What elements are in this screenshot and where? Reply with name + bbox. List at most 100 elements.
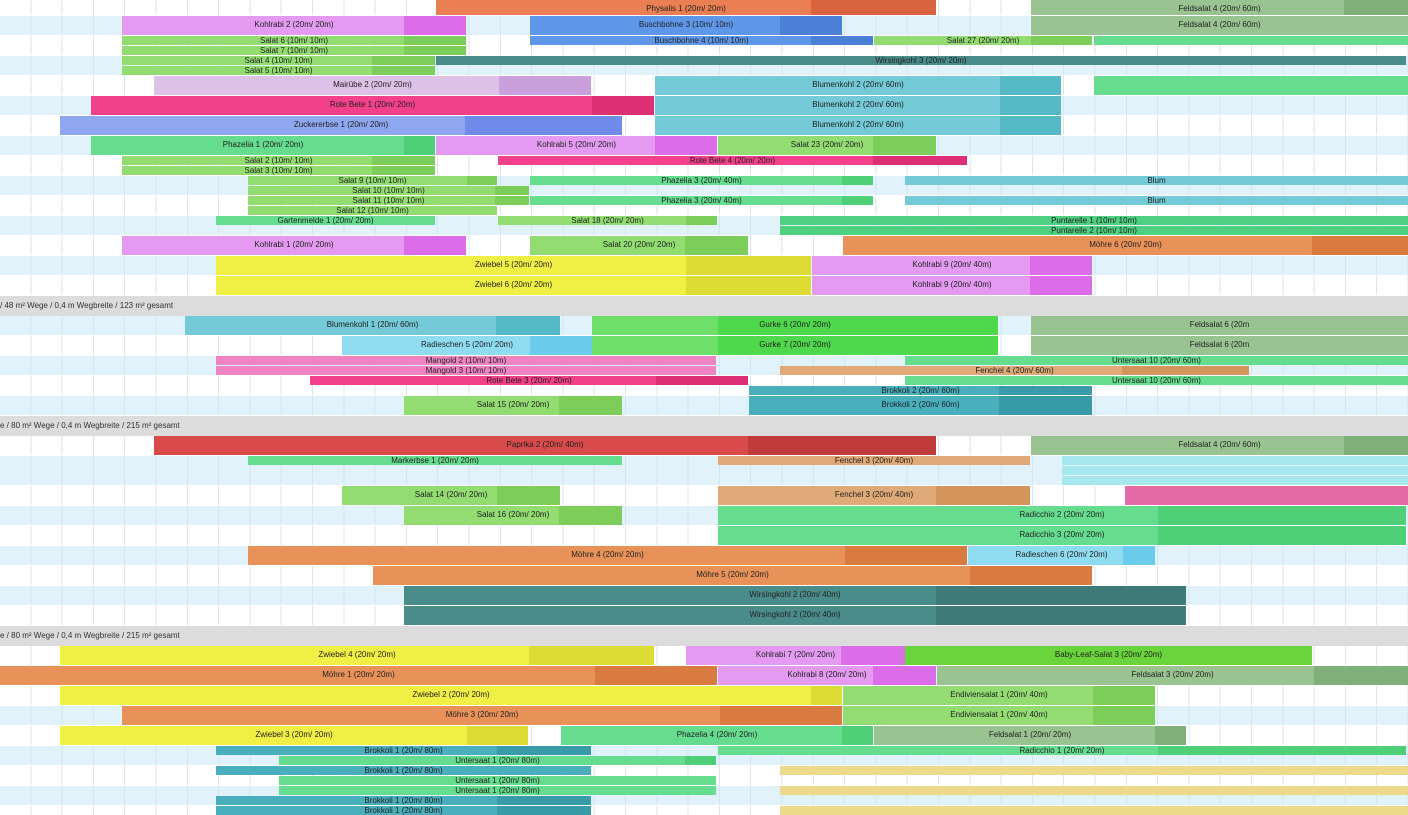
crop-bar[interactable]: Brokkoli 2 (20m/ 60m) — [749, 396, 1092, 415]
crop-bar[interactable]: Zwiebel 6 (20m/ 20m) — [216, 276, 811, 295]
crop-bar[interactable]: Radicchio 3 (20m/ 20m) — [718, 526, 1406, 545]
crop-bar[interactable]: Puntarelle 1 (10m/ 10m) — [780, 216, 1408, 225]
crop-bar[interactable]: Baby-Leaf-Salat 3 (20m/ 20m) — [905, 646, 1312, 665]
crop-bar[interactable]: Möhre 3 (20m/ 20m) — [122, 706, 842, 725]
crop-bar[interactable]: Phazelia 3 (20m/ 40m) — [530, 196, 873, 205]
crop-bar[interactable]: Endiviensalat 1 (20m/ 40m) — [843, 686, 1155, 705]
crop-bar[interactable]: Zwiebel 3 (20m/ 20m) — [60, 726, 528, 745]
crop-bar[interactable] — [1125, 486, 1408, 505]
crop-bar[interactable]: Brokkoli 2 (20m/ 60m) — [749, 386, 1092, 395]
crop-bar[interactable]: Salat 12 (10m/ 10m) — [248, 206, 497, 215]
crop-bar[interactable]: Möhre 1 (20m/ 20m) — [0, 666, 717, 685]
crop-bar[interactable]: Mairübe 2 (20m/ 20m) — [154, 76, 591, 95]
crop-bar[interactable]: Salat 27 (20m/ 20m) — [874, 36, 1092, 45]
crop-bar[interactable]: Fenchel 4 (20m/ 60m) — [780, 366, 1249, 375]
crop-bar[interactable]: Paprika 2 (20m/ 40m) — [154, 436, 936, 455]
crop-bar[interactable]: Feldsalat 6 (20m — [1031, 336, 1408, 355]
crop-bar[interactable]: Salat 7 (10m/ 10m) — [122, 46, 466, 55]
crop-bar[interactable]: Kohlrabi 8 (20m/ 20m) — [718, 666, 936, 685]
crop-bar[interactable] — [1062, 476, 1408, 485]
crop-bar[interactable]: Phazelia 4 (20m/ 20m) — [561, 726, 873, 745]
crop-bar[interactable]: Phazelia 3 (20m/ 40m) — [530, 176, 873, 185]
crop-bar[interactable]: Zuckererbse 1 (20m/ 20m) — [60, 116, 622, 135]
crop-bar[interactable]: Feldsalat 4 (20m/ 60m) — [1031, 16, 1408, 35]
crop-bar[interactable] — [1094, 36, 1408, 45]
crop-bar[interactable]: Phazelia 1 (20m/ 20m) — [91, 136, 435, 155]
crop-bar[interactable]: Kohlrabi 7 (20m/ 20m) — [686, 646, 905, 665]
crop-bar[interactable]: Zwiebel 5 (20m/ 20m) — [216, 256, 811, 275]
crop-bar[interactable]: Blum — [905, 196, 1408, 205]
crop-bar[interactable]: Physalis 1 (20m/ 20m) — [436, 0, 936, 15]
crop-bar[interactable]: Kohlrabi 9 (20m/ 40m) — [812, 256, 1092, 275]
crop-bar[interactable]: Blumenkohl 1 (20m/ 60m) — [185, 316, 560, 335]
crop-bar[interactable]: Möhre 4 (20m/ 20m) — [248, 546, 967, 565]
crop-bar[interactable]: Salat 6 (10m/ 10m) — [122, 36, 466, 45]
crop-bar[interactable]: Radieschen 5 (20m/ 20m) — [342, 336, 592, 355]
crop-bar[interactable]: Feldsalat 6 (20m — [1031, 316, 1408, 335]
crop-bar[interactable] — [1062, 466, 1408, 475]
crop-bar[interactable]: Salat 9 (10m/ 10m) — [248, 176, 497, 185]
crop-bar[interactable]: Endiviensalat 1 (20m/ 40m) — [843, 706, 1155, 725]
crop-bar[interactable] — [1094, 76, 1408, 95]
crop-bar[interactable]: Salat 4 (10m/ 10m) — [122, 56, 435, 65]
crop-bar[interactable]: Salat 11 (10m/ 10m) — [248, 196, 529, 205]
crop-bar[interactable]: Untersaat 1 (20m/ 80m) — [279, 776, 716, 785]
crop-bar[interactable]: Brokkoli 1 (20m/ 80m) — [216, 766, 591, 775]
crop-bar[interactable]: Kohlrabi 5 (20m/ 20m) — [436, 136, 717, 155]
crop-bar[interactable]: Feldsalat 1 (20m/ 20m) — [874, 726, 1186, 745]
crop-bar[interactable]: Untersaat 1 (20m/ 80m) — [279, 756, 716, 765]
crop-bar[interactable]: Brokkoli 1 (20m/ 80m) — [216, 746, 591, 755]
crop-bar[interactable]: Blumenkohl 2 (20m/ 60m) — [655, 76, 1061, 95]
crop-bar[interactable]: Blumenkohl 2 (20m/ 60m) — [655, 116, 1061, 135]
crop-bar[interactable]: Feldsalat 4 (20m/ 60m) — [1031, 0, 1408, 15]
crop-bar[interactable]: Wirsingkohl 2 (20m/ 40m) — [404, 586, 1186, 605]
crop-bar[interactable]: Fenchel 3 (20m/ 40m) — [718, 456, 1030, 465]
crop-bar[interactable]: Feldsalat 3 (20m/ 20m) — [937, 666, 1408, 685]
crop-bar[interactable]: Salat 20 (20m/ 20m) — [530, 236, 748, 255]
crop-bar[interactable]: Gurke 7 (20m/ 20m) — [592, 336, 998, 355]
crop-bar[interactable]: Kohlrabi 2 (20m/ 20m) — [122, 16, 466, 35]
crop-bar[interactable]: Salat 18 (20m/ 20m) — [498, 216, 717, 225]
crop-bar[interactable]: Untersaat 10 (20m/ 60m) — [905, 356, 1408, 365]
crop-bar[interactable]: Rote Bete 3 (20m/ 20m) — [310, 376, 748, 385]
crop-bar[interactable]: Salat 3 (10m/ 10m) — [122, 166, 435, 175]
crop-bar[interactable]: Wirsingkohl 2 (20m/ 40m) — [404, 606, 1186, 625]
crop-bar[interactable] — [780, 766, 1408, 775]
crop-bar[interactable]: Salat 2 (10m/ 10m) — [122, 156, 435, 165]
crop-bar[interactable]: Brokkoli 1 (20m/ 80m) — [216, 796, 591, 805]
crop-bar[interactable]: Salat 5 (10m/ 10m) — [122, 66, 435, 75]
crop-bar[interactable]: Fenchel 3 (20m/ 40m) — [718, 486, 1030, 505]
crop-bar[interactable]: Salat 15 (20m/ 20m) — [404, 396, 622, 415]
crop-bar[interactable]: Salat 10 (10m/ 10m) — [248, 186, 529, 195]
crop-bar[interactable]: Untersaat 10 (20m/ 60m) — [905, 376, 1408, 385]
crop-bar[interactable]: Untersaat 1 (20m/ 80m) — [279, 786, 716, 795]
crop-bar[interactable]: Gartenmelde 1 (20m/ 20m) — [216, 216, 435, 225]
crop-bar[interactable]: Puntarelle 2 (10m/ 10m) — [780, 226, 1408, 235]
crop-bar[interactable]: Mangold 3 (10m/ 10m) — [216, 366, 716, 375]
crop-bar[interactable]: Salat 14 (20m/ 20m) — [342, 486, 560, 505]
crop-bar[interactable]: Blum — [905, 176, 1408, 185]
crop-bar[interactable]: Kohlrabi 9 (20m/ 40m) — [812, 276, 1092, 295]
crop-bar[interactable]: Salat 23 (20m/ 20m) — [718, 136, 936, 155]
crop-bar[interactable]: Salat 16 (20m/ 20m) — [404, 506, 622, 525]
crop-bar[interactable]: Blumenkohl 2 (20m/ 60m) — [655, 96, 1061, 115]
crop-bar[interactable]: Möhre 5 (20m/ 20m) — [373, 566, 1092, 585]
crop-bar[interactable]: Radicchio 1 (20m/ 20m) — [718, 746, 1406, 755]
crop-bar[interactable]: Buschbohne 3 (10m/ 10m) — [530, 16, 842, 35]
crop-bar[interactable]: Möhre 6 (20m/ 20m) — [843, 236, 1408, 255]
crop-bar[interactable]: Radieschen 6 (20m/ 20m) — [968, 546, 1155, 565]
crop-bar[interactable]: Zwiebel 2 (20m/ 20m) — [60, 686, 842, 705]
crop-bar[interactable] — [780, 786, 1408, 795]
crop-bar[interactable]: Markerbse 1 (20m/ 20m) — [248, 456, 622, 465]
crop-bar[interactable]: Mangold 2 (10m/ 10m) — [216, 356, 716, 365]
crop-bar[interactable] — [780, 806, 1408, 815]
crop-bar[interactable]: Rote Bete 4 (20m/ 20m) — [498, 156, 967, 165]
crop-bar[interactable]: Rote Bete 1 (20m/ 20m) — [91, 96, 654, 115]
crop-bar[interactable]: Wirsingkohl 3 (20m/ 20m) — [436, 56, 1406, 65]
crop-bar[interactable]: Buschbohne 4 (10m/ 10m) — [530, 36, 873, 45]
crop-bar[interactable]: Feldsalat 4 (20m/ 60m) — [1031, 436, 1408, 455]
crop-bar[interactable] — [1062, 456, 1408, 465]
crop-bar[interactable]: Radicchio 2 (20m/ 20m) — [718, 506, 1406, 525]
crop-bar[interactable]: Brokkoli 1 (20m/ 80m) — [216, 806, 591, 815]
crop-bar[interactable]: Gurke 6 (20m/ 20m) — [592, 316, 998, 335]
